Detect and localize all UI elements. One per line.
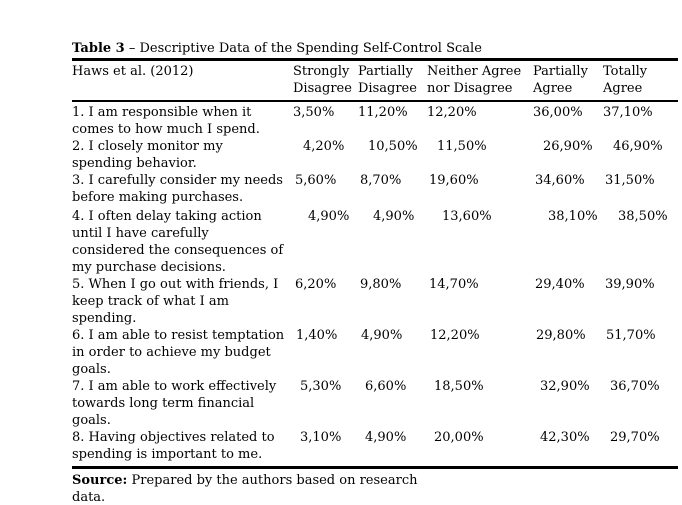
value-cell: 34,60% xyxy=(535,173,585,188)
source-note: Source: Prepared by the authors based on… xyxy=(72,469,678,505)
value-cell: 5,60% xyxy=(295,173,337,188)
value-cell: 18,50% xyxy=(434,379,484,394)
question-cell: 1. I am responsible when it comes to how… xyxy=(72,105,260,137)
value-cell: 31,50% xyxy=(605,173,655,188)
value-cell: 26,90% xyxy=(543,139,593,154)
column-header-strongly-disagree: Strongly Disagree xyxy=(293,59,358,102)
question-cell: 3. I carefully consider my needs before … xyxy=(72,173,283,205)
value-cell: 14,70% xyxy=(429,277,479,292)
column-header-scale-source: Haws et al. (2012) xyxy=(72,59,293,102)
value-cell: 46,90% xyxy=(613,139,663,154)
value-cell: 12,20% xyxy=(430,328,480,343)
source-label: Source: xyxy=(72,473,128,488)
value-cell: 38,50% xyxy=(618,209,668,224)
value-cell: 19,60% xyxy=(429,173,479,188)
column-header-partially-disagree: Partially Disagree xyxy=(358,59,427,102)
source-text-line2: data. xyxy=(72,490,106,505)
table-row: 1. I am responsible when it comes to how… xyxy=(72,101,678,138)
value-cell: 4,90% xyxy=(361,328,403,343)
header-row: Haws et al. (2012) Strongly Disagree Par… xyxy=(72,59,678,102)
value-cell: 6,60% xyxy=(365,379,407,394)
descriptive-data-table: Haws et al. (2012) Strongly Disagree Par… xyxy=(72,58,678,469)
value-cell: 3,10% xyxy=(300,430,342,445)
value-cell: 1,40% xyxy=(296,328,338,343)
value-cell: 12,20% xyxy=(427,105,477,120)
value-cell: 6,20% xyxy=(295,277,337,292)
value-cell: 32,90% xyxy=(540,379,590,394)
table-row: 6. I am able to resist temptation in ord… xyxy=(72,327,678,378)
value-cell: 3,50% xyxy=(293,105,335,120)
question-cell: 4. I often delay taking action until I h… xyxy=(72,209,284,275)
value-cell: 29,70% xyxy=(610,430,660,445)
column-header-totally-agree: Totally Agree xyxy=(603,59,678,102)
value-cell: 11,20% xyxy=(358,105,408,120)
value-cell: 51,70% xyxy=(606,328,656,343)
value-cell: 4,20% xyxy=(303,139,345,154)
table-row: 7. I am able to work effectively towards… xyxy=(72,378,678,429)
table-row: 5. When I go out with friends, I keep tr… xyxy=(72,276,678,327)
question-cell: 7. I am able to work effectively towards… xyxy=(72,379,277,428)
table-caption-title: – Descriptive Data of the Spending Self-… xyxy=(128,41,482,56)
value-cell: 42,30% xyxy=(540,430,590,445)
value-cell: 29,80% xyxy=(536,328,586,343)
question-cell: 6. I am able to resist temptation in ord… xyxy=(72,328,285,377)
value-cell: 11,50% xyxy=(437,139,487,154)
column-header-partially-agree: Partially Agree xyxy=(533,59,603,102)
value-cell: 20,00% xyxy=(434,430,484,445)
table-caption: Table 3 – Descriptive Data of the Spendi… xyxy=(72,40,678,57)
value-cell: 4,90% xyxy=(308,209,350,224)
column-header-neither-agree-nor-disagree: Neither Agree nor Disagree xyxy=(427,59,533,102)
table-row: 3. I carefully consider my needs before … xyxy=(72,172,678,206)
value-cell: 8,70% xyxy=(360,173,402,188)
value-cell: 4,90% xyxy=(373,209,415,224)
value-cell: 9,80% xyxy=(360,277,402,292)
question-cell: 8. Having objectives related to spending… xyxy=(72,430,275,462)
table-row: 8. Having objectives related to spending… xyxy=(72,429,678,468)
value-cell: 36,70% xyxy=(610,379,660,394)
value-cell: 38,10% xyxy=(548,209,598,224)
question-cell: 2. I closely monitor my spending behavio… xyxy=(72,139,223,171)
value-cell: 39,90% xyxy=(605,277,655,292)
value-cell: 4,90% xyxy=(365,430,407,445)
value-cell: 29,40% xyxy=(535,277,585,292)
table-row: 2. I closely monitor my spending behavio… xyxy=(72,138,678,172)
value-cell: 13,60% xyxy=(442,209,492,224)
value-cell: 37,10% xyxy=(603,105,653,120)
value-cell: 36,00% xyxy=(533,105,583,120)
source-text-line1: Prepared by the authors based on researc… xyxy=(131,473,418,488)
value-cell: 5,30% xyxy=(300,379,342,394)
table-row: 4. I often delay taking action until I h… xyxy=(72,206,678,276)
table-caption-number: Table 3 xyxy=(72,41,125,56)
question-cell: 5. When I go out with friends, I keep tr… xyxy=(72,277,279,326)
value-cell: 10,50% xyxy=(368,139,418,154)
